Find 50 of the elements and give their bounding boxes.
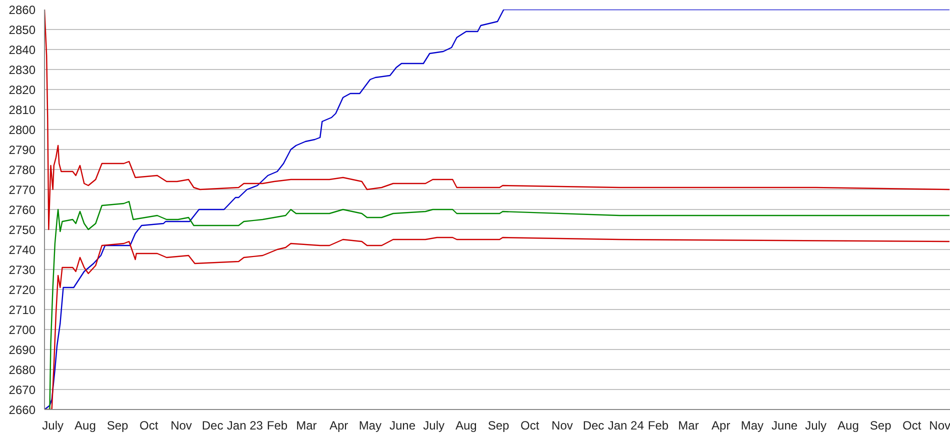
- x-tick-label: Oct: [902, 418, 922, 432]
- x-tick-label: Sep: [106, 418, 129, 432]
- y-tick-label: 2780: [8, 163, 36, 177]
- x-tick-label: Sep: [870, 418, 892, 432]
- x-tick-label: Nov: [170, 418, 192, 432]
- x-tick-label: May: [740, 418, 764, 432]
- x-tick-label: July: [42, 418, 64, 432]
- y-tick-label: 2670: [8, 383, 36, 397]
- x-tick-label: Feb: [648, 418, 669, 432]
- y-tick-label: 2790: [8, 143, 36, 157]
- x-tick-label: Aug: [456, 418, 477, 432]
- x-tick-label: Jan 24: [608, 418, 644, 432]
- x-tick-label: Aug: [74, 418, 96, 432]
- y-tick-label: 2740: [8, 243, 36, 257]
- line-series: [44, 10, 950, 410]
- x-tick-label: Oct: [520, 418, 540, 432]
- y-tick-label: 2810: [8, 103, 36, 117]
- x-tick-label: Feb: [266, 418, 288, 432]
- y-tick-label: 2690: [8, 343, 36, 357]
- x-tick-label: Jan 23: [226, 418, 264, 432]
- x-tick-label: Aug: [838, 418, 859, 432]
- x-tick-label: Apr: [712, 418, 730, 432]
- y-tick-label: 2720: [8, 283, 36, 297]
- x-tick-label: Nov: [552, 418, 573, 432]
- x-tick-label: Oct: [140, 418, 159, 432]
- x-tick-label: Sep: [488, 418, 510, 432]
- x-tick-label: July: [805, 418, 827, 432]
- x-tick-label: Dec: [582, 418, 604, 432]
- y-tick-label: 2860: [8, 3, 36, 17]
- y-tick-label: 2700: [8, 323, 36, 337]
- y-tick-label: 2660: [8, 403, 36, 417]
- y-tick-label: 2820: [8, 83, 36, 97]
- y-tick-label: 2850: [8, 23, 36, 37]
- y-tick-label: 2770: [8, 183, 36, 197]
- x-tick-label: Mar: [296, 418, 317, 432]
- x-tick-label: June: [772, 418, 798, 432]
- y-tick-label: 2840: [8, 43, 36, 57]
- y-tick-label: 2800: [8, 123, 36, 137]
- x-tick-label: Mar: [678, 418, 699, 432]
- x-tick-label: July: [423, 418, 445, 432]
- y-tick-label: 2760: [8, 203, 36, 217]
- y-tick-label: 2750: [8, 223, 36, 237]
- x-tick-label: Apr: [330, 418, 348, 432]
- y-tick-label: 2830: [8, 63, 36, 77]
- x-tick-label: Dec: [202, 418, 224, 432]
- y-tick-label: 2730: [8, 263, 36, 277]
- y-tick-label: 2710: [8, 303, 36, 317]
- y-tick-label: 2680: [8, 363, 36, 377]
- x-tick-label: May: [358, 418, 382, 432]
- x-tick-label: June: [390, 418, 416, 432]
